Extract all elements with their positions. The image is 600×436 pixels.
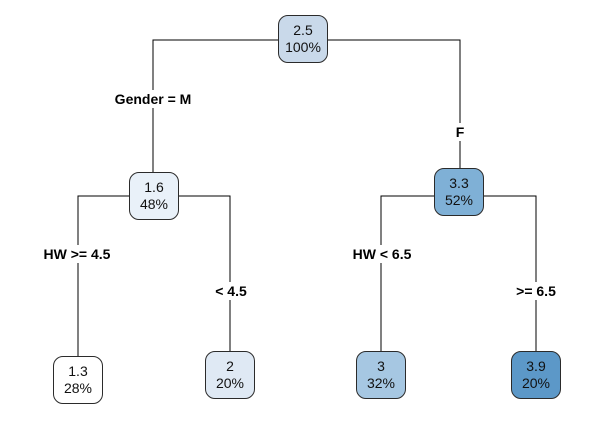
tree-node-root: 2.5 100% [278,15,328,63]
node-percent: 52% [444,192,474,208]
tree-node-right: 3.3 52% [434,168,484,216]
edge-right-rl [380,195,434,351]
node-value: 2 [226,358,234,374]
node-value: 1.3 [68,363,88,379]
edge-right-rr [484,195,537,351]
node-percent: 32% [366,375,396,391]
edge-left-lr [178,195,231,351]
split-label-hw-ge-6-5: >= 6.5 [514,282,558,300]
tree-leaf-1: 1.3 28% [53,356,103,404]
node-percent: 20% [521,375,551,391]
edge-left-ll [77,195,129,356]
split-label-hw-lt-6-5: HW < 6.5 [350,245,414,263]
node-value: 1.6 [144,179,164,195]
node-percent: 28% [63,380,93,396]
node-value: 3 [377,358,385,374]
split-label-gender-f: F [453,123,467,141]
edge-root-right [328,39,461,168]
node-value: 3.9 [526,358,546,374]
tree-leaf-4: 3.9 20% [511,351,561,399]
edge-root-left [152,39,278,172]
node-percent: 48% [139,196,169,212]
node-percent: 20% [215,375,245,391]
tree-leaf-3: 3 32% [356,351,406,399]
split-label-gender-m: Gender = M [112,90,194,108]
tree-leaf-2: 2 20% [205,351,255,399]
node-value: 2.5 [293,22,313,38]
node-percent: 100% [285,39,321,55]
split-label-hw-lt-4-5: < 4.5 [213,282,249,300]
split-label-hw-ge-4-5: HW >= 4.5 [41,245,113,263]
tree-node-left: 1.6 48% [129,172,179,220]
node-value: 3.3 [449,175,469,191]
